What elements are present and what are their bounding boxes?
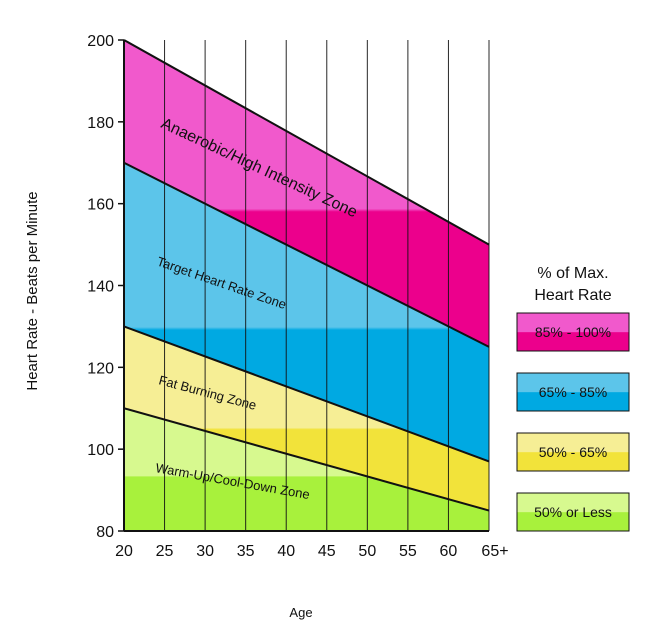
x-tick-label: 25: [156, 543, 174, 560]
zone-area-2: [124, 162, 489, 462]
x-tick-label: 55: [399, 543, 417, 560]
y-tick-label: 120: [87, 360, 114, 377]
legend-label-2: 65% - 85%: [539, 384, 607, 400]
x-tick-label: 40: [277, 543, 295, 560]
legend-swatch-1: [516, 312, 630, 352]
legend-swatch-3: [516, 432, 630, 472]
zones-layer: [124, 40, 489, 531]
boundary-line-4: [123, 407, 490, 512]
x-tick-label: 60: [440, 543, 458, 560]
legend-title-line1: % of Max.: [537, 265, 608, 282]
y-tick-label: 160: [87, 197, 114, 214]
x-tick-label: 50: [358, 543, 376, 560]
tick-labels: 80 100 120 140 160 180 200 20 25 30 35 40 45 50 55 60 65…: [87, 33, 508, 560]
x-axis-label: Age: [289, 605, 312, 620]
y-tick-label: 140: [87, 279, 114, 296]
legend-title-line2: Heart Rate: [534, 287, 611, 304]
x-tick-label: 30: [196, 543, 214, 560]
x-tick-label: 20: [115, 543, 133, 560]
boundary-line-3: [123, 325, 490, 463]
legend-label-1: 85% - 100%: [535, 324, 611, 340]
boundary-line-2: [123, 161, 490, 348]
y-axis-label: Heart Rate - Beats per Minute: [24, 191, 41, 390]
x-tick-label: 45: [318, 543, 336, 560]
legend-swatch-4: [516, 492, 630, 532]
zone-area-1: [124, 40, 489, 347]
y-tick-label: 80: [96, 524, 114, 541]
legend-label-4: 50% or Less: [534, 504, 612, 520]
legend-swatch-2: [516, 372, 630, 412]
legend-items: 85% - 100% 65% - 85% 50% - 65% 50% or Less: [516, 312, 630, 532]
boundary-lines-layer: [123, 39, 490, 512]
zone-area-3: [124, 326, 489, 511]
y-tick-label: 100: [87, 442, 114, 459]
y-tick-label: 180: [87, 115, 114, 132]
y-tick-label: 200: [87, 33, 114, 50]
x-tick-label: 65+: [481, 543, 508, 560]
zone-area-4: [124, 408, 489, 531]
x-tick-label: 35: [237, 543, 255, 560]
boundary-line-1: [123, 39, 490, 246]
legend-label-3: 50% - 65%: [539, 444, 607, 460]
legend: % of Max. Heart Rate 85% - 100% 65% - 85%…: [516, 265, 630, 532]
